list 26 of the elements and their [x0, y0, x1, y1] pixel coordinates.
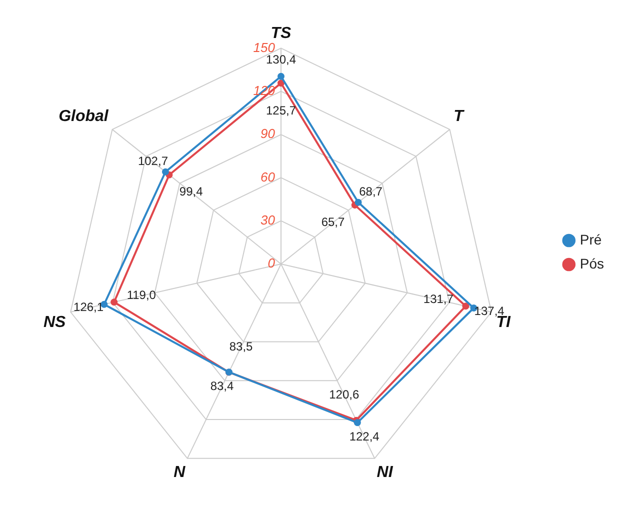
y-tick-label: 150 — [253, 40, 276, 55]
data-label: 122,4 — [349, 429, 380, 444]
data-label: 83,4 — [210, 378, 234, 393]
spoke-label: NI — [376, 464, 394, 481]
y-tick-label: 30 — [260, 212, 276, 228]
data-label: 130,4 — [266, 52, 296, 67]
spoke-label: TS — [270, 25, 292, 42]
data-label: 83,5 — [229, 339, 254, 354]
data-label: 131,7 — [423, 292, 454, 306]
y-tick-label: 90 — [260, 126, 276, 142]
y-tick-label: 60 — [260, 169, 276, 184]
spoke-label: N — [174, 464, 186, 481]
data-label: 65,7 — [321, 214, 346, 229]
spoke-label: T — [454, 108, 465, 126]
data-label: 120,6 — [329, 387, 360, 402]
legend-label: Pós — [580, 255, 604, 272]
data-label: 119,0 — [126, 288, 156, 302]
data-label: 126,1 — [74, 300, 104, 314]
y-tick-label: 0 — [268, 256, 276, 271]
legend-label: Pré — [580, 231, 602, 248]
data-label: 102,7 — [138, 154, 168, 168]
data-label: 68,7 — [359, 184, 383, 199]
data-label: 125,7 — [266, 103, 296, 118]
spoke-label: Global — [58, 108, 109, 126]
spoke-label: NS — [44, 314, 66, 332]
data-label: 99,4 — [179, 184, 204, 199]
